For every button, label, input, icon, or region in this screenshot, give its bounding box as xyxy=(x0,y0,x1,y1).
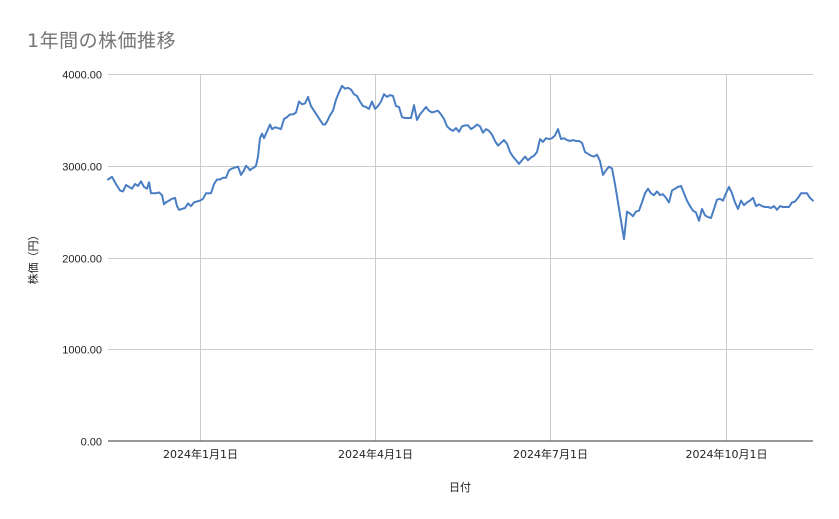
x-axis-ticks: 2024年1月1日 2024年4月1日 2024年7月1日 2024年10月1日 xyxy=(163,447,768,461)
chart-title: 1年間の株価推移 xyxy=(27,30,177,52)
y-axis-title: 株価（円） xyxy=(26,230,40,285)
x-axis-title: 日付 xyxy=(449,481,471,494)
price-line xyxy=(107,84,814,241)
x-tick-label: 2024年7月1日 xyxy=(513,447,588,461)
x-tick-label: 2024年10月1日 xyxy=(686,447,768,461)
y-tick-label: 0.00 xyxy=(81,437,102,449)
y-tick-label: 4000.00 xyxy=(62,70,102,82)
y-axis-ticks: 0.00 1000.00 2000.00 3000.00 4000.00 xyxy=(62,70,102,449)
y-tick-label: 2000.00 xyxy=(62,254,102,266)
x-tick-label: 2024年1月1日 xyxy=(163,447,238,461)
x-tick-label: 2024年4月1日 xyxy=(338,447,413,461)
gridlines xyxy=(108,74,813,441)
y-tick-label: 1000.00 xyxy=(62,345,102,357)
y-tick-label: 3000.00 xyxy=(62,162,102,174)
